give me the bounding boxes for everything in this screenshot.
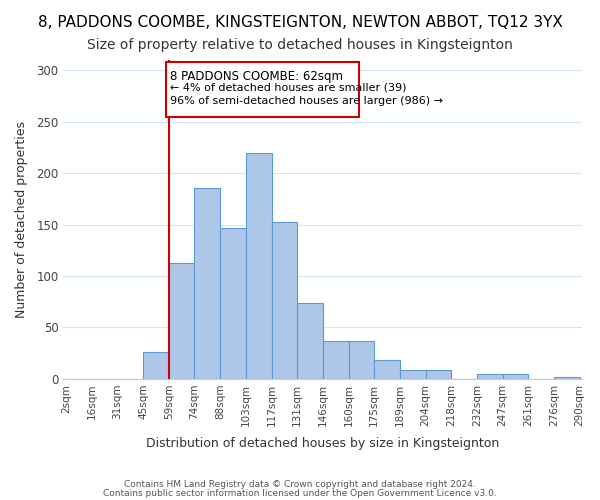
Bar xyxy=(374,360,400,379)
Bar xyxy=(323,341,349,379)
Text: 8, PADDONS COOMBE, KINGSTEIGNTON, NEWTON ABBOT, TQ12 3YX: 8, PADDONS COOMBE, KINGSTEIGNTON, NEWTON… xyxy=(38,15,562,30)
Bar xyxy=(220,228,246,379)
Bar xyxy=(297,303,323,379)
Text: Contains public sector information licensed under the Open Government Licence v3: Contains public sector information licen… xyxy=(103,488,497,498)
Bar xyxy=(143,352,169,379)
Bar xyxy=(246,152,272,379)
Y-axis label: Number of detached properties: Number of detached properties xyxy=(15,121,28,318)
X-axis label: Distribution of detached houses by size in Kingsteignton: Distribution of detached houses by size … xyxy=(146,437,499,450)
Bar xyxy=(425,370,451,379)
Bar xyxy=(503,374,529,379)
Bar xyxy=(169,262,194,379)
Bar xyxy=(554,377,580,379)
Bar xyxy=(272,222,297,379)
Bar xyxy=(400,370,425,379)
Bar xyxy=(477,374,503,379)
FancyBboxPatch shape xyxy=(166,62,359,116)
Bar xyxy=(349,341,374,379)
Text: ← 4% of detached houses are smaller (39): ← 4% of detached houses are smaller (39) xyxy=(170,82,407,92)
Text: 96% of semi-detached houses are larger (986) →: 96% of semi-detached houses are larger (… xyxy=(170,96,443,106)
Text: Contains HM Land Registry data © Crown copyright and database right 2024.: Contains HM Land Registry data © Crown c… xyxy=(124,480,476,489)
Text: 8 PADDONS COOMBE: 62sqm: 8 PADDONS COOMBE: 62sqm xyxy=(170,70,343,84)
Bar xyxy=(194,188,220,379)
Text: Size of property relative to detached houses in Kingsteignton: Size of property relative to detached ho… xyxy=(87,38,513,52)
